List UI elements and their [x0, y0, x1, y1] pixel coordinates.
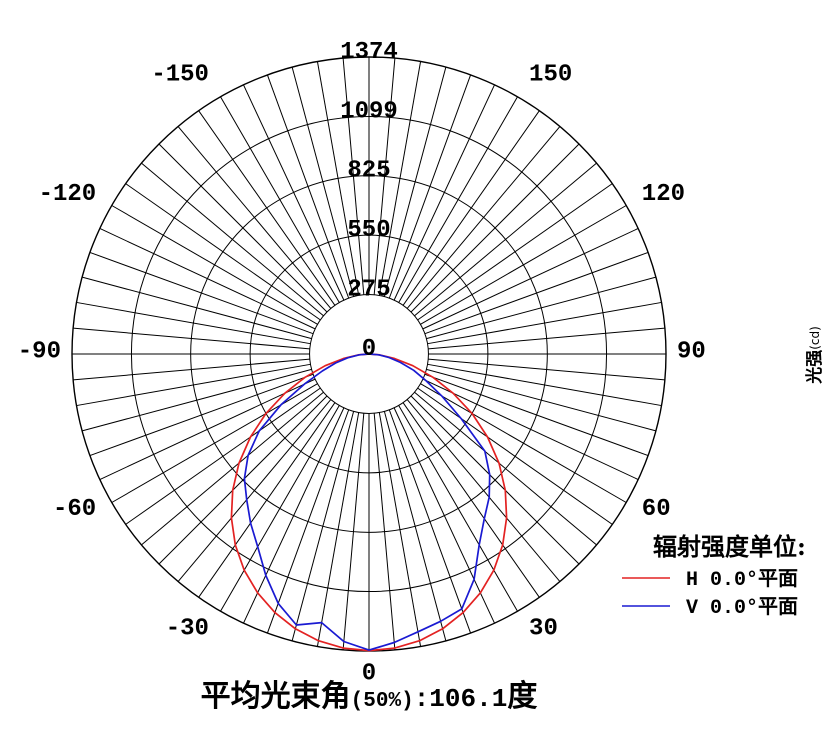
legend-label-h-plane: H 0.0°平面 — [686, 568, 798, 592]
angular-tick-label: 30 — [529, 616, 558, 643]
radial-axis-unit: (cd) — [808, 326, 822, 350]
angular-tick-label: 90 — [677, 339, 706, 366]
beam-angle-separator: : — [414, 684, 430, 714]
series-layer — [230, 353, 508, 652]
beam-angle-unit: 度 — [507, 679, 537, 714]
angular-tick-label: -60 — [53, 496, 96, 523]
angular-tick-label: -150 — [151, 61, 209, 88]
beam-angle-label: 平均光束角 — [201, 679, 351, 714]
legend: 辐射强度单位: H 0.0°平面 V 0.0°平面 — [622, 532, 806, 620]
angular-tick-label: 150 — [529, 61, 572, 88]
radial-tick-label: 0 — [362, 336, 376, 363]
angular-tick-label: 60 — [642, 496, 671, 523]
series-line-v-plane — [243, 353, 491, 651]
angular-tick-label: -120 — [39, 181, 97, 208]
grid-ring — [190, 175, 548, 533]
beam-angle-value: 106.1 — [429, 684, 507, 714]
radial-axis-title: 光强(cd) — [804, 326, 825, 385]
grid-ring — [309, 294, 429, 414]
angular-tick-label: -90 — [18, 339, 61, 366]
legend-title: 辐射强度单位: — [653, 532, 806, 561]
radial-tick-label: 1374 — [340, 39, 398, 66]
beam-angle-annotation: 平均光束角(50%):106.1度 — [201, 679, 538, 714]
grid-ring — [130, 115, 608, 593]
radial-tick-label: 825 — [347, 158, 390, 185]
beam-angle-condition: (50%) — [351, 690, 414, 713]
legend-label-v-plane: V 0.0°平面 — [686, 596, 798, 620]
radial-tick-label: 1099 — [340, 98, 398, 125]
radial-axis-label: 光强 — [804, 350, 825, 385]
angular-tick-label: -30 — [166, 616, 209, 643]
grid-ring — [249, 234, 489, 474]
angular-tick-label: 0 — [362, 661, 376, 688]
radial-tick-label: 550 — [347, 217, 390, 244]
radial-tick-labels: 0 275 550 825 1099 1374 — [340, 39, 398, 363]
angular-tick-labels: -150 -120 -90 -60 -30 0 30 60 90 120 150 — [18, 61, 706, 687]
radial-tick-label: 275 — [347, 277, 390, 304]
polar-grid — [71, 56, 667, 652]
angular-tick-label: 120 — [642, 181, 685, 208]
